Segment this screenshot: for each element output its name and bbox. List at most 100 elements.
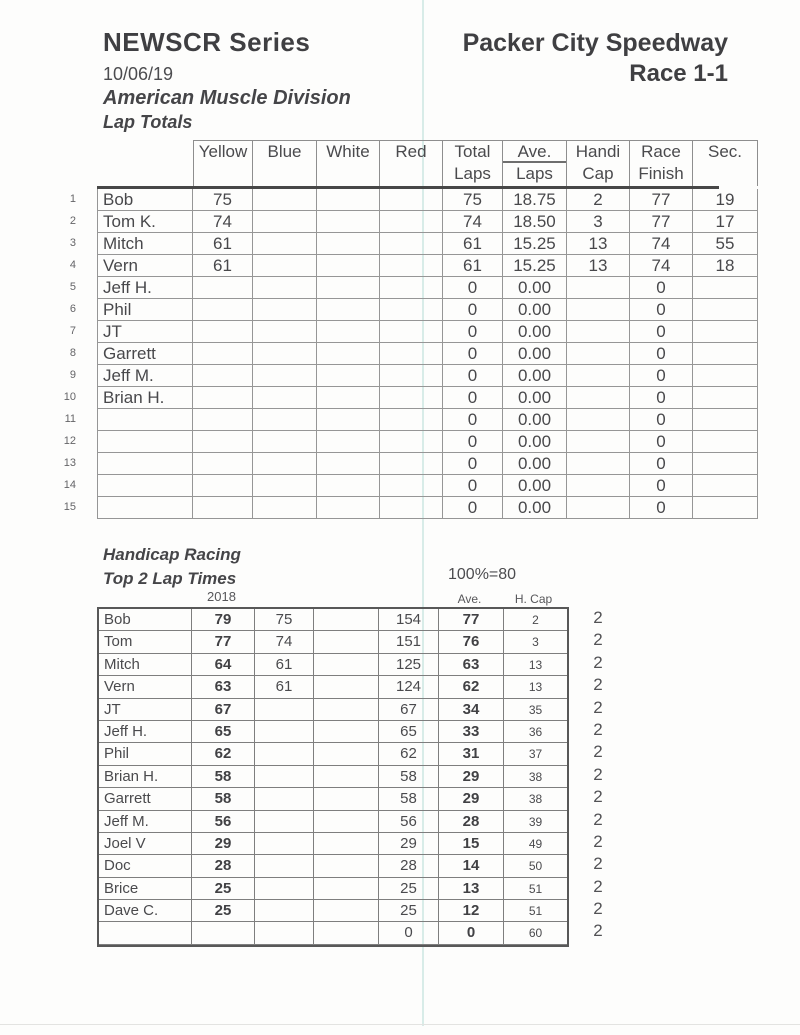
table-cell xyxy=(97,497,193,519)
table-cell: 29 xyxy=(192,832,255,856)
table-cell xyxy=(380,453,443,475)
list-item: 2 xyxy=(593,697,603,717)
table-cell: Vern xyxy=(97,255,193,277)
table-cell: Jeff M. xyxy=(97,365,193,387)
table-cell: 0 xyxy=(630,299,693,321)
table-cell xyxy=(317,365,380,387)
table-cell: 67 xyxy=(379,698,439,721)
list-item: 2 xyxy=(593,608,603,627)
table-cell: 58 xyxy=(192,788,255,811)
table-cell: Phil xyxy=(97,299,193,321)
table-cell: 61 xyxy=(255,676,314,699)
table-cell: JT xyxy=(97,321,193,343)
table-cell: 0.00 xyxy=(503,343,567,365)
table-cell: 0 xyxy=(443,321,503,343)
table-cell: 0 xyxy=(443,453,503,475)
table-cell xyxy=(255,743,314,766)
table-cell: 67 xyxy=(192,698,255,721)
table-cell xyxy=(567,387,630,409)
event-date: 10/06/19 xyxy=(103,64,174,84)
table-cell xyxy=(253,189,317,211)
table-cell: 28 xyxy=(192,855,255,878)
table-cell xyxy=(317,387,380,409)
table-cell xyxy=(193,387,253,409)
table-cell xyxy=(314,698,379,721)
table-cell xyxy=(97,431,193,453)
list-item: 4 xyxy=(69,259,76,271)
table-cell xyxy=(380,475,443,497)
table-cell: Brian H. xyxy=(97,387,193,409)
table-cell xyxy=(567,409,630,431)
table-cell: Dave C. xyxy=(99,900,192,923)
list-item: 2 xyxy=(593,719,603,739)
table-cell: 36 xyxy=(504,721,567,744)
scan-artifact-bottom-line xyxy=(0,1024,800,1025)
table-cell: 56 xyxy=(192,810,255,833)
table-cell: 0 xyxy=(630,497,693,519)
table-cell: Brian H. xyxy=(99,765,192,789)
table-cell xyxy=(255,855,314,878)
table-cell xyxy=(317,233,380,255)
table-cell xyxy=(253,233,317,255)
table-cell: 151 xyxy=(379,631,439,654)
list-item: 6 xyxy=(69,303,76,315)
table-cell: Garrett xyxy=(99,788,192,811)
table-cell: 15.25 xyxy=(503,233,567,255)
table-cell: 25 xyxy=(379,877,439,901)
table-cell: 74 xyxy=(193,211,253,233)
table-cell: 15.25 xyxy=(503,255,567,277)
column-label-hcap: H. Cap xyxy=(514,592,553,606)
header-cell-ave-laps: Ave. Laps xyxy=(503,140,567,186)
table-cell: 74 xyxy=(630,233,693,255)
table-cell xyxy=(567,453,630,475)
table-cell: 0.00 xyxy=(503,431,567,453)
table-cell: 0 xyxy=(630,475,693,497)
table-cell: 0.00 xyxy=(503,365,567,387)
table-cell: 0.00 xyxy=(503,497,567,519)
division-title: American Muscle Division xyxy=(103,87,351,109)
table-cell: 61 xyxy=(255,653,314,677)
table-cell xyxy=(193,299,253,321)
list-item: 1 xyxy=(69,193,76,205)
table-cell: Jeff H. xyxy=(97,277,193,299)
table-cell: 58 xyxy=(379,765,439,789)
table-cell xyxy=(193,343,253,365)
header-cell-white: White xyxy=(317,140,380,186)
table-cell: 56 xyxy=(379,810,439,833)
list-item: 14 xyxy=(63,479,76,491)
table-cell xyxy=(317,189,380,211)
table-cell xyxy=(380,409,443,431)
table-cell xyxy=(380,497,443,519)
table-cell: 25 xyxy=(379,900,439,923)
table-cell: 124 xyxy=(379,676,439,699)
table-cell: 0.00 xyxy=(503,321,567,343)
table-cell xyxy=(253,211,317,233)
handicap-racing-body: Bob 79 75 154 77 2 Tom 77 74 151 76 3 Mitch 64 61 125 63… xyxy=(97,607,569,947)
table-cell xyxy=(253,475,317,497)
list-item: 2 xyxy=(593,854,603,874)
table-cell: Doc xyxy=(99,855,192,878)
track-title: Packer City Speedway xyxy=(462,29,728,57)
table-cell xyxy=(193,475,253,497)
table-cell: 0 xyxy=(630,409,693,431)
table-cell: 74 xyxy=(443,211,503,233)
table-cell xyxy=(192,922,255,945)
header-cell-name xyxy=(97,140,193,186)
table-cell xyxy=(314,609,379,632)
list-item: 2 xyxy=(69,215,76,227)
sheet-title: Lap Totals xyxy=(103,112,193,132)
table-cell: 74 xyxy=(255,631,314,654)
table-cell: 62 xyxy=(192,743,255,766)
table-cell: 37 xyxy=(504,743,567,766)
table-cell xyxy=(567,497,630,519)
table-cell xyxy=(567,299,630,321)
table-cell xyxy=(255,900,314,923)
table-cell: Mitch xyxy=(99,653,192,677)
table-cell: 64 xyxy=(192,653,255,677)
list-item: 15 xyxy=(63,501,76,513)
column-label-2018: 2018 xyxy=(207,589,236,604)
table-cell: 34 xyxy=(439,698,504,721)
column-label-ave: Ave. xyxy=(457,592,482,606)
table-cell: 61 xyxy=(193,255,253,277)
